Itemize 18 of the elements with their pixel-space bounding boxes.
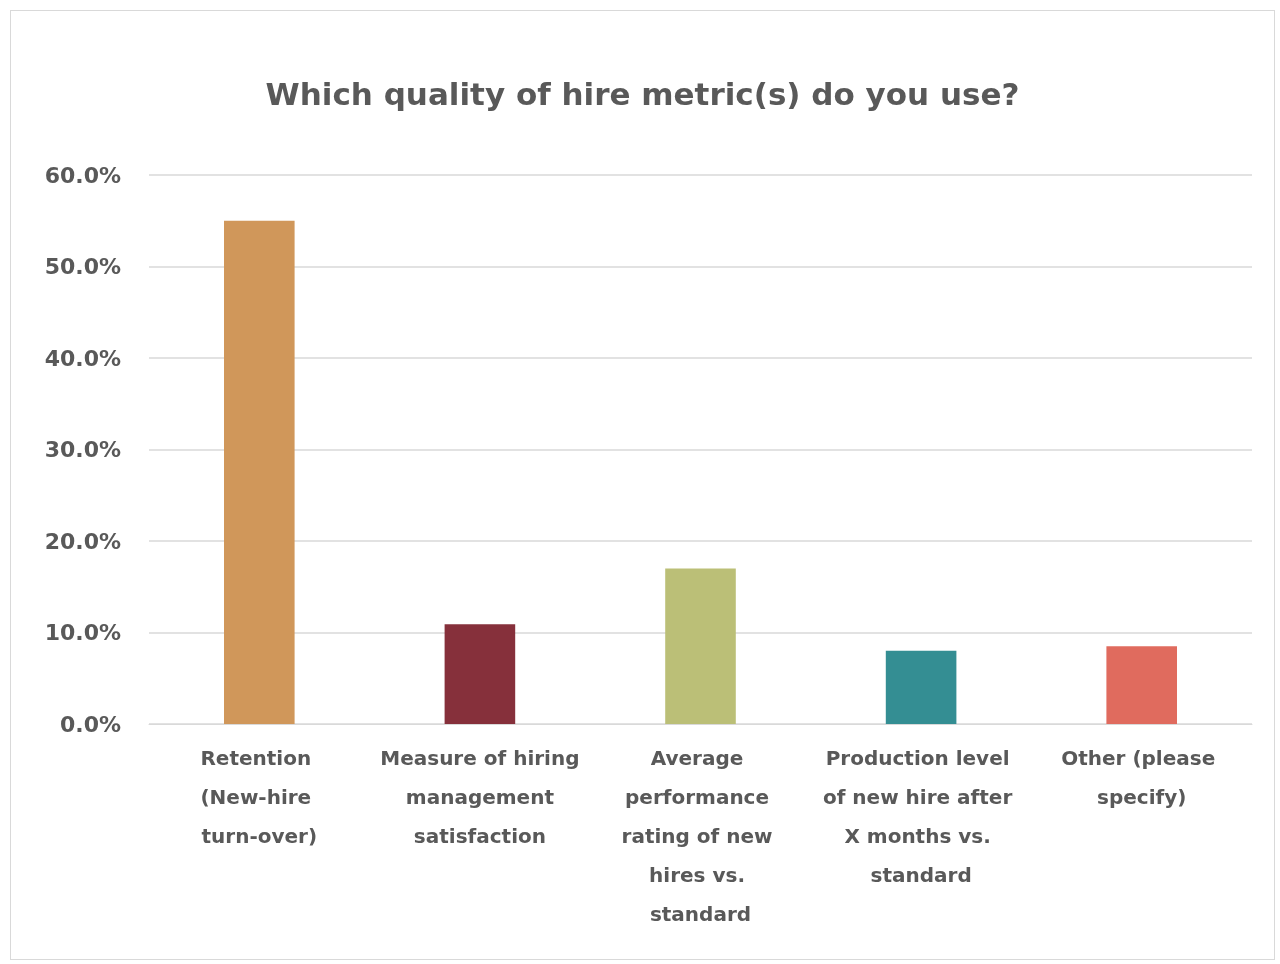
x-tick-label: Other (please specify) bbox=[1061, 745, 1223, 809]
y-tick-label: 50.0% bbox=[44, 254, 121, 279]
x-tick-label: Retention (New-hire turn-over) bbox=[200, 745, 319, 848]
x-tick-label: Production level of new hire after X months vs. standard bbox=[822, 745, 1020, 887]
y-tick-label: 30.0% bbox=[44, 437, 121, 462]
y-tick-label: 40.0% bbox=[44, 345, 121, 371]
y-tick-label: 60.0% bbox=[44, 162, 121, 188]
x-tick-label: Average performance rating of new hires vs. standard bbox=[621, 745, 780, 926]
bar bbox=[665, 568, 736, 724]
bar bbox=[224, 220, 295, 724]
chart-title: Which quality of hire metric(s) do you use? bbox=[265, 75, 1020, 112]
x-tick-label: Measure of hiring management satisfaction bbox=[380, 745, 580, 848]
y-tick-label: 20.0% bbox=[44, 528, 121, 554]
y-tick-label: 10.0% bbox=[44, 620, 121, 645]
bar bbox=[444, 624, 516, 724]
bar bbox=[1106, 646, 1177, 724]
y-tick-label: 0.0% bbox=[59, 711, 121, 737]
bar bbox=[885, 650, 957, 724]
